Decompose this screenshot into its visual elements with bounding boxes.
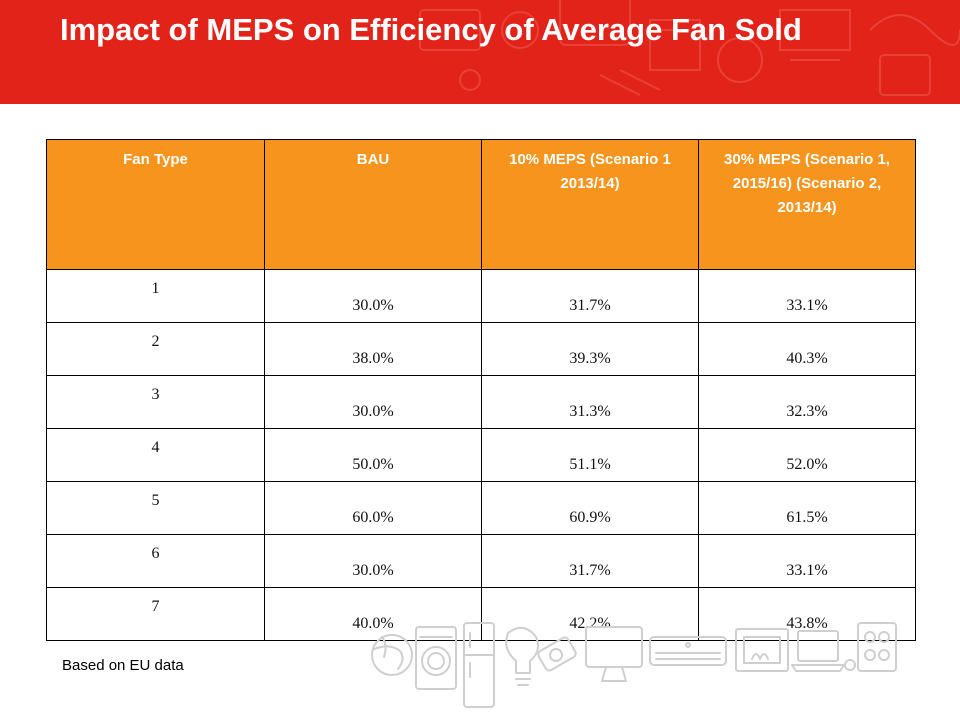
meps10-cell: 39.3% — [481, 322, 699, 376]
appliance-icons-decoration — [371, 622, 897, 708]
meps30-cell: 32.3% — [698, 375, 916, 429]
globe-icon — [371, 634, 413, 676]
bau-cell: 40.0% — [264, 587, 482, 641]
column-header-bau: BAU — [264, 139, 482, 270]
battery-icon — [537, 636, 577, 672]
title-banner: Impact of MEPS on Efficiency of Average … — [0, 0, 960, 104]
bau-cell: 38.0% — [264, 322, 482, 376]
bau-cell: 30.0% — [264, 269, 482, 323]
table-row: 7 40.0% 42.2% 43.8% — [46, 587, 916, 641]
bau-cell: 30.0% — [264, 375, 482, 429]
column-header-10-meps: 10% MEPS (Scenario 1 2013/14) — [481, 139, 699, 270]
column-header-fan-type: Fan Type — [46, 139, 265, 270]
slide-title: Impact of MEPS on Efficiency of Average … — [60, 12, 802, 47]
footnote: Based on EU data — [62, 657, 184, 674]
meps10-cell: 31.7% — [481, 269, 699, 323]
fan-type-cell: 2 — [46, 322, 265, 376]
fireplace-heater-icon — [735, 628, 789, 672]
bau-cell: 30.0% — [264, 534, 482, 588]
meps30-cell: 40.3% — [698, 322, 916, 376]
fan-type-cell: 6 — [46, 534, 265, 588]
table-row: 4 50.0% 51.1% 52.0% — [46, 428, 916, 482]
fan-type-cell: 1 — [46, 269, 265, 323]
table-row: 6 30.0% 31.7% 33.1% — [46, 534, 916, 588]
table-row: 1 30.0% 31.7% 33.1% — [46, 269, 916, 323]
meps30-cell: 52.0% — [698, 428, 916, 482]
table-row: 3 30.0% 31.3% 32.3% — [46, 375, 916, 429]
meps10-cell: 60.9% — [481, 481, 699, 535]
efficiency-table: Fan Type BAU 10% MEPS (Scenario 1 2013/1… — [46, 139, 916, 641]
washing-machine-icon — [415, 626, 457, 690]
stove-icon — [857, 622, 897, 672]
monitor-icon — [585, 626, 643, 682]
refrigerator-icon — [463, 622, 495, 708]
meps30-cell: 61.5% — [698, 481, 916, 535]
meps10-cell: 31.3% — [481, 375, 699, 429]
meps10-cell: 42.2% — [481, 587, 699, 641]
table-row: 2 38.0% 39.3% 40.3% — [46, 322, 916, 376]
fan-type-cell: 7 — [46, 587, 265, 641]
bau-cell: 60.0% — [264, 481, 482, 535]
fan-type-cell: 5 — [46, 481, 265, 535]
table-header-row: Fan Type BAU 10% MEPS (Scenario 1 2013/1… — [46, 139, 916, 270]
appliance-pattern-decoration — [419, 0, 960, 96]
bau-cell: 50.0% — [264, 428, 482, 482]
meps10-cell: 51.1% — [481, 428, 699, 482]
meps30-cell: 33.1% — [698, 534, 916, 588]
fan-type-cell: 4 — [46, 428, 265, 482]
table-row: 5 60.0% 60.9% 61.5% — [46, 481, 916, 535]
column-header-30-meps: 30% MEPS (Scenario 1, 2015/16) (Scenario… — [698, 139, 916, 270]
meps30-cell: 33.1% — [698, 269, 916, 323]
laptop-icon — [791, 630, 856, 672]
air-conditioner-icon — [649, 636, 727, 666]
light-bulb-icon — [505, 626, 539, 686]
fan-type-cell: 3 — [46, 375, 265, 429]
meps10-cell: 31.7% — [481, 534, 699, 588]
